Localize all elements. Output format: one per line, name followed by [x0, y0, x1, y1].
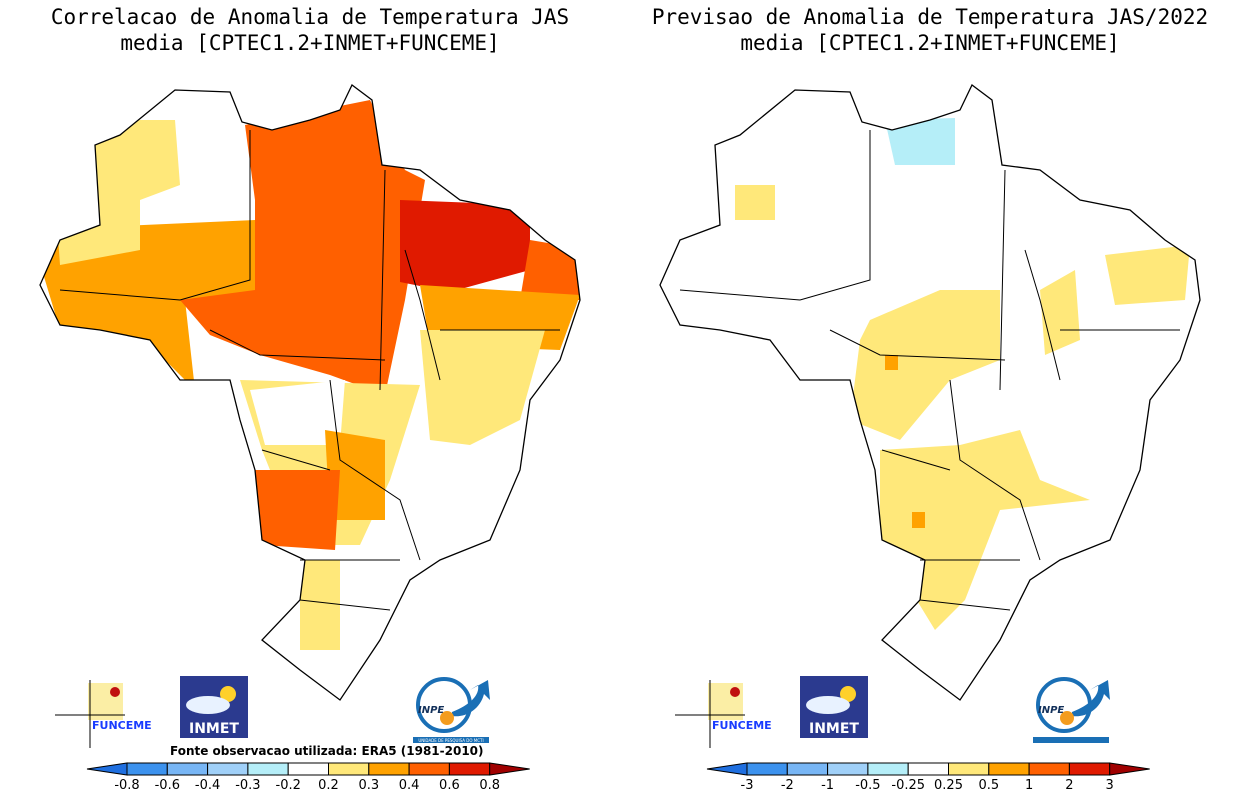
svg-text:FUNCEME: FUNCEME: [92, 719, 152, 732]
colorbar-tick-label: -0.8: [114, 778, 139, 793]
colorbar-bin: [328, 762, 370, 776]
inmet-logo: INMET: [180, 676, 248, 738]
colorbar-bin: [988, 762, 1030, 776]
shade-0.25-0.5-northeast: [1105, 245, 1190, 305]
colorbar-tick-label: 0.25: [934, 778, 963, 793]
shade-0.2-0.3-south: [300, 560, 340, 650]
left-correlation-map: [40, 100, 580, 650]
colorbar-bin: [867, 762, 909, 776]
right-title-line1: Previsao de Anomalia de Temperatura JAS/…: [651, 5, 1209, 29]
shade-neg-0.25-neg-0.5-north: [885, 118, 955, 165]
colorbar-tick-label: -1: [821, 778, 834, 793]
colorbar-bin: [126, 762, 168, 776]
colorbar-bin: [948, 762, 990, 776]
colorbar-bin: [1068, 762, 1111, 776]
funceme-logo: FUNCEME: [55, 680, 152, 748]
colorbar-bin: [247, 762, 289, 776]
right-colorbar: -3 -2 -1 -0.5 -0.25 0.25 0.5 1 2 3: [706, 762, 1150, 793]
colorbar-bin: [786, 762, 829, 776]
shade-0.2-0.3-east: [420, 330, 545, 445]
left-title-line1: Correlacao de Anomalia de Temperatura JA…: [50, 5, 570, 29]
colorbar-tick-label: -0.3: [235, 778, 260, 793]
right-state-borders: [679, 130, 1180, 611]
colorbar-bin: [408, 762, 450, 776]
svg-text:INPE: INPE: [418, 705, 444, 716]
right-map-title: Previsao de Anomalia de Temperatura JAS/…: [620, 4, 1240, 56]
colorbar-bin: [166, 762, 209, 776]
left-colorbar: -0.8 -0.6 -0.4 -0.3 -0.2 0.2 0.3 0.4 0.6 0.8: [86, 762, 530, 793]
shade-0.25-0.5-central: [850, 290, 1000, 440]
colorbar-tick-label: 0.8: [479, 778, 500, 793]
colorbar-tick-label: 0.2: [318, 778, 339, 793]
svg-text:UNIDADE DE PESQUISA DO MCTI: UNIDADE DE PESQUISA DO MCTI: [418, 738, 483, 743]
colorbar-bin: [207, 762, 249, 776]
colorbar-bin: [287, 762, 330, 776]
colorbar-bin: [907, 762, 950, 776]
colorbar-tick-label: -0.6: [155, 778, 180, 793]
colorbar-tick-label: 2: [1065, 778, 1073, 793]
shade-0.25-0.5-south-central: [880, 430, 1090, 630]
svg-text:INMET: INMET: [809, 721, 859, 737]
shade-0.4-0.6-southwest: [255, 470, 340, 550]
colorbar-tick-label: -2: [781, 778, 794, 793]
shade-0.3-0.4-west: [40, 220, 255, 390]
colorbar-bin: [746, 762, 788, 776]
shade-0.4-0.6-north: [180, 100, 425, 395]
colorbar-bin: [827, 762, 869, 776]
shade-0.3-0.4-south-central: [325, 430, 385, 520]
colorbar-high-arrow: [1109, 762, 1150, 776]
right-title-line2: media [CPTEC1.2+INMET+FUNCEME]: [740, 31, 1120, 55]
shade-0.25-0.5-east: [1040, 270, 1080, 355]
colorbar-tick-label: 0.3: [358, 778, 379, 793]
left-title-line2: media [CPTEC1.2+INMET+FUNCEME]: [120, 31, 500, 55]
white-central: [250, 380, 345, 445]
right-forecast-map: [735, 118, 1190, 630]
inpe-logo: INPE UNIDADE DE PESQUISA DO MCTI: [413, 677, 490, 743]
colorbar-bin: [368, 762, 410, 776]
svg-text:FUNCEME: FUNCEME: [712, 719, 772, 732]
colorbar-low-arrow: [706, 762, 748, 776]
colorbar-tick-label: 1: [1025, 778, 1033, 793]
shade-0.6-0.8-northeast: [400, 200, 530, 292]
svg-text:INPE: INPE: [1038, 705, 1064, 716]
colorbar-bin: [1028, 762, 1070, 776]
shade-0.5-1-spot: [885, 355, 898, 370]
colorbar-tick-label: -0.5: [855, 778, 880, 793]
colorbar-high-arrow: [489, 762, 530, 776]
colorbar-tick-label: 0.5: [978, 778, 999, 793]
colorbar-tick-label: 3: [1106, 778, 1114, 793]
left-map-title: Correlacao de Anomalia de Temperatura JA…: [0, 4, 620, 56]
colorbar-tick-label: -0.2: [276, 778, 301, 793]
logos-right: FUNCEME INMET INPE: [675, 676, 1110, 748]
colorbar-low-arrow: [86, 762, 128, 776]
colorbar-bin: [448, 762, 491, 776]
colorbar-tick-label: 0.6: [439, 778, 460, 793]
svg-text:INMET: INMET: [189, 721, 239, 737]
colorbar-tick-label: -0.4: [195, 778, 220, 793]
colorbar-tick-label: 0.4: [399, 778, 420, 793]
shade-0.5-1-spot: [912, 512, 925, 528]
shade-0.25-0.5-northwest: [735, 185, 775, 220]
left-state-borders: [59, 130, 560, 611]
colorbar-tick-label: -0.25: [891, 778, 925, 793]
colorbar-tick-label: -3: [741, 778, 754, 793]
source-note: Fonte observacao utilizada: ERA5 (1981-2…: [170, 744, 484, 758]
